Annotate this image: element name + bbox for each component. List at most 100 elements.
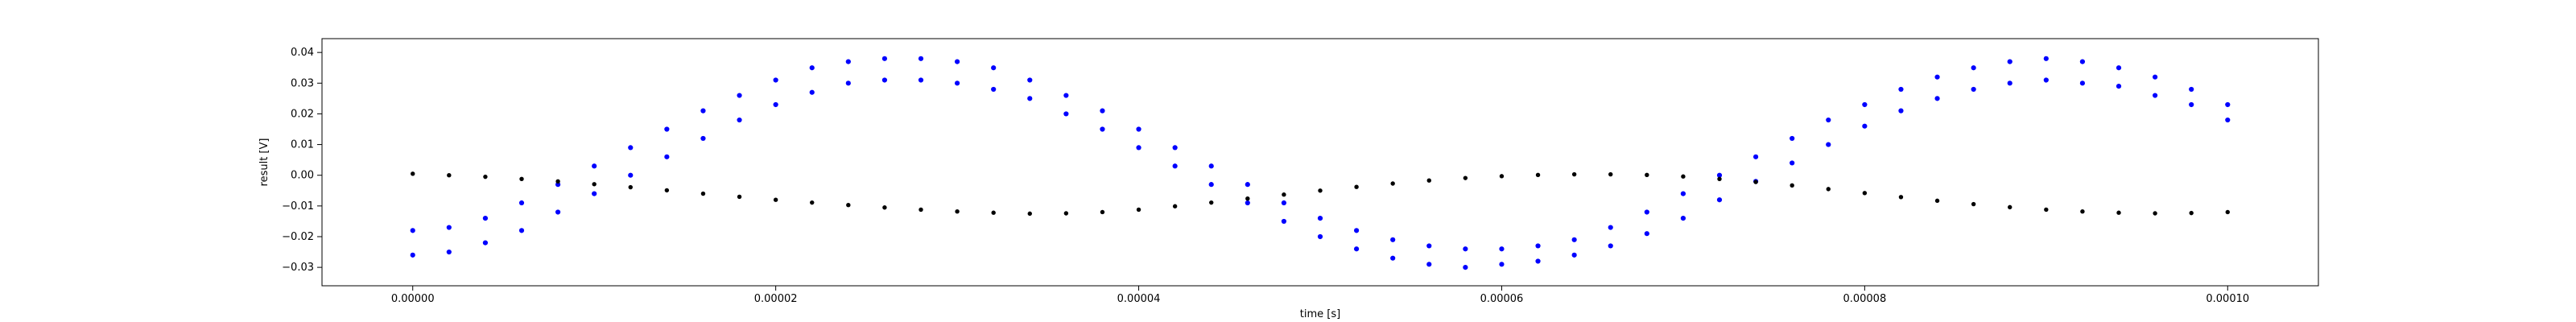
scatter-point (846, 203, 851, 208)
scatter-point (483, 174, 488, 180)
scatter-point (1535, 172, 1541, 178)
scatter-point (2225, 101, 2231, 108)
scatter-point (1898, 108, 1904, 114)
series-1 (410, 77, 2231, 270)
scatter-point (1608, 243, 1613, 249)
x-tick-label: 0.00004 (1117, 293, 1161, 305)
scatter-point (1499, 262, 1505, 267)
scatter-point (700, 108, 706, 114)
scatter-point (1281, 218, 1287, 225)
scatter-point (1753, 180, 1758, 184)
scatter-point (1209, 200, 1214, 205)
scatter-point (2043, 56, 2049, 61)
x-tick-label: 0.00006 (1480, 293, 1524, 305)
plot-frame (321, 38, 2319, 287)
plot-area (321, 38, 2319, 287)
scatter-point (737, 194, 742, 200)
scatter-point (1463, 246, 1468, 252)
scatter-point (1716, 172, 1723, 178)
scatter-point (2116, 84, 2122, 89)
scatter-point (1644, 231, 1649, 237)
scatter-point (1934, 96, 1940, 101)
scatter-point (1208, 163, 1214, 169)
scatter-point (1463, 265, 1468, 270)
scatter-point (1100, 108, 1105, 114)
scatter-point (1172, 145, 1178, 151)
scatter-point (482, 240, 489, 246)
scatter-point (1172, 163, 1178, 169)
scatter-point (1644, 209, 1649, 215)
x-axis-label: time [s] (1300, 308, 1340, 320)
scatter-point (2008, 204, 2013, 210)
scatter-point (2043, 77, 2049, 83)
scatter-point (1898, 195, 1904, 200)
x-tick-label: 0.00002 (754, 293, 798, 305)
y-tick-label: 0.01 (291, 139, 314, 151)
x-axis: 0.00000 0.00002 0.00004 0.00006 0.00008 0.000… (391, 286, 2249, 305)
x-tick-label: 0.00010 (2206, 293, 2249, 305)
series-layer (410, 56, 2231, 270)
scatter-point (845, 59, 851, 64)
scatter-point (1862, 101, 1868, 108)
scatter-point (1790, 135, 1795, 142)
scatter-point (918, 56, 924, 61)
scatter-point (1971, 65, 1976, 71)
scatter-point (555, 182, 561, 188)
scatter-point (700, 135, 706, 142)
scatter-point (1390, 255, 1396, 261)
scatter-point (881, 77, 888, 83)
scatter-point (1281, 200, 1287, 206)
y-tick-label: 0.03 (291, 77, 314, 89)
scatter-point (592, 163, 597, 169)
scatter-point (2152, 93, 2158, 98)
scatter-point (2079, 80, 2086, 86)
series-0 (410, 56, 2231, 252)
scatter-point (1645, 172, 1649, 178)
scatter-point (1426, 178, 1431, 183)
scatter-point (2007, 80, 2013, 86)
scatter-point (1245, 196, 1250, 201)
scatter-point (845, 80, 851, 86)
scatter-point (1681, 174, 1686, 179)
scatter-point (954, 59, 960, 64)
y-axis-label: result [V] (258, 138, 270, 187)
scatter-point (773, 101, 778, 108)
scatter-point (1282, 192, 1286, 197)
scatter-point (1898, 86, 1904, 93)
scatter-point (628, 184, 633, 190)
x-tick-label: 0.00000 (391, 293, 435, 305)
scatter-point (1353, 246, 1360, 252)
scatter-point (592, 191, 597, 196)
scatter-point (1136, 207, 1141, 213)
scatter-point (1172, 204, 1178, 208)
scatter-point (482, 215, 489, 221)
scatter-point (773, 77, 778, 83)
scatter-point (1934, 74, 1940, 80)
scatter-point (1390, 237, 1396, 242)
scatter-point (1027, 96, 1033, 101)
scatter-point (2044, 207, 2049, 213)
scatter-point (2189, 210, 2194, 216)
y-tick-label: 0.02 (291, 108, 314, 120)
scatter-point (1318, 188, 1323, 193)
scatter-point (1971, 201, 1976, 207)
scatter-point (1245, 182, 1250, 188)
scatter-point (410, 252, 415, 258)
scatter-point (991, 210, 996, 215)
scatter-point (1426, 243, 1432, 249)
scatter-point (1063, 211, 1069, 216)
scatter-point (1390, 181, 1395, 186)
scatter-point (954, 80, 960, 86)
scatter-point (1463, 175, 1468, 180)
scatter-point (1971, 86, 1976, 93)
scatter-point (918, 77, 924, 83)
scatter-point (447, 173, 452, 178)
scatter-point (1535, 243, 1541, 249)
scatter-point (1499, 246, 1505, 252)
scatter-point (2153, 211, 2157, 216)
scatter-point (518, 228, 525, 233)
scatter-point (1426, 262, 1432, 267)
scatter-point (1826, 142, 1831, 147)
scatter-point (991, 65, 997, 71)
scatter-point (773, 197, 778, 202)
